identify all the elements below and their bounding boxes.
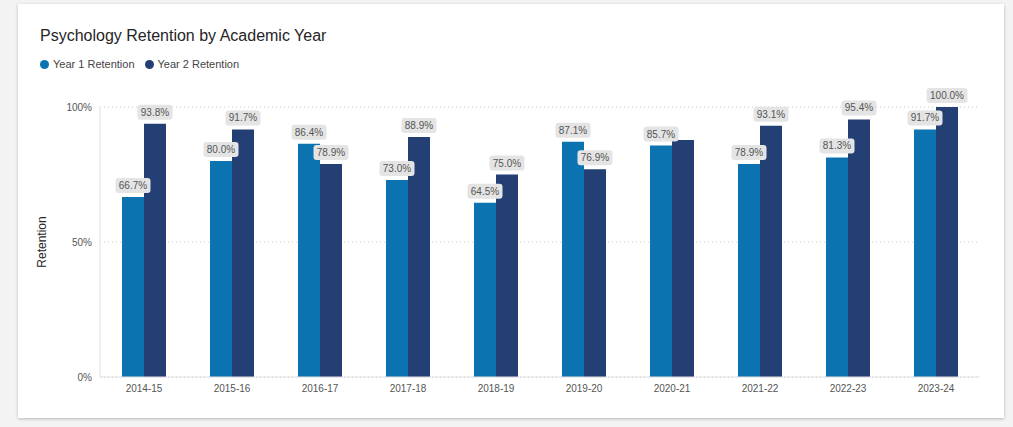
html-text:Year 2 Retention: Year 2 Retention bbox=[157, 58, 240, 70]
svg-text:76.9%: 76.9% bbox=[581, 152, 609, 163]
svg-text:95.4%: 95.4% bbox=[845, 102, 873, 113]
svg-text:91.7%: 91.7% bbox=[911, 112, 939, 123]
svg-text:2014-15: 2014-15 bbox=[126, 383, 163, 394]
svg-text:100.0%: 100.0% bbox=[930, 90, 964, 101]
svg-text:2018-19: 2018-19 bbox=[478, 383, 515, 394]
svg-text:64.5%: 64.5% bbox=[471, 186, 499, 197]
svg-text:2021-22: 2021-22 bbox=[742, 383, 779, 394]
svg-text:2020-21: 2020-21 bbox=[654, 383, 691, 394]
svg-text:66.7%: 66.7% bbox=[119, 180, 147, 191]
svg-text:80.0%: 80.0% bbox=[207, 144, 235, 155]
svg-text:78.9%: 78.9% bbox=[735, 147, 763, 158]
svg-text:2017-18: 2017-18 bbox=[390, 383, 427, 394]
svg-text:78.9%: 78.9% bbox=[317, 147, 345, 158]
svg-text:Retention: Retention bbox=[35, 216, 49, 267]
svg-text:2023-24: 2023-24 bbox=[918, 383, 955, 394]
svg-text:100%: 100% bbox=[66, 102, 92, 113]
svg-text:86.4%: 86.4% bbox=[295, 127, 323, 138]
svg-text:81.3%: 81.3% bbox=[823, 140, 851, 151]
svg-text:93.1%: 93.1% bbox=[757, 109, 785, 120]
svg-text:2019-20: 2019-20 bbox=[566, 383, 603, 394]
svg-text:73.0%: 73.0% bbox=[383, 163, 411, 174]
svg-text:2022-23: 2022-23 bbox=[830, 383, 867, 394]
svg-text:87.1%: 87.1% bbox=[559, 125, 587, 136]
html-text:Psychology Retention by Academ: Psychology Retention by Academic Year bbox=[40, 27, 327, 44]
svg-text:2016-17: 2016-17 bbox=[302, 383, 339, 394]
svg-text:0%: 0% bbox=[78, 372, 93, 383]
svg-text:75.0%: 75.0% bbox=[493, 158, 521, 169]
svg-text:93.8%: 93.8% bbox=[141, 107, 169, 118]
svg-text:88.9%: 88.9% bbox=[405, 120, 433, 131]
svg-text:2015-16: 2015-16 bbox=[214, 383, 251, 394]
svg-text:50%: 50% bbox=[72, 237, 92, 248]
html-text:Year 1 Retention: Year 1 Retention bbox=[53, 58, 135, 70]
svg-text:91.7%: 91.7% bbox=[229, 112, 257, 123]
svg-text:85.7%: 85.7% bbox=[647, 129, 675, 140]
